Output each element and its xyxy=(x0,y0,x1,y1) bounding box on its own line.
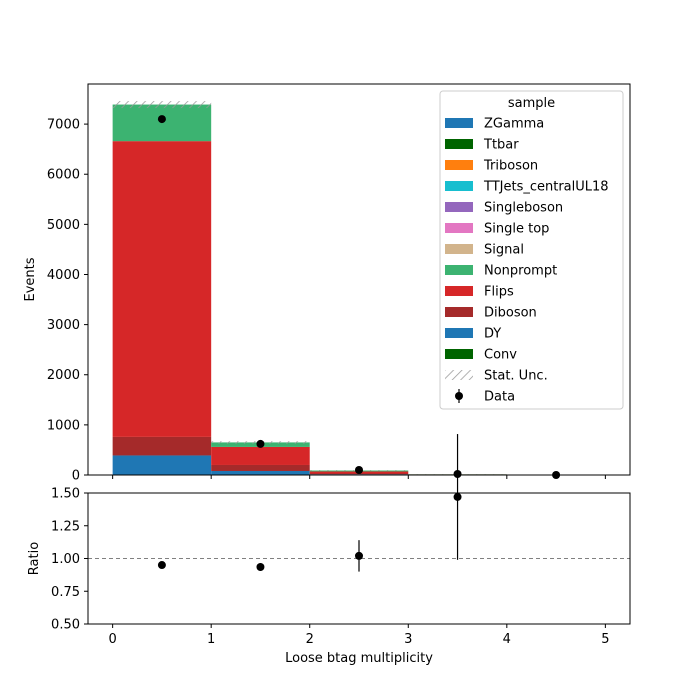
legend-swatch-nonprompt xyxy=(445,265,473,275)
ratio-y-tick-label-0.75: 0.75 xyxy=(51,585,80,600)
bar-diboson-bin-1 xyxy=(211,464,310,471)
legend-label-diboson: Diboson xyxy=(484,306,537,321)
main-y-tick-label-0: 0 xyxy=(72,469,80,484)
legend-label-flips: Flips xyxy=(484,285,514,300)
ratio-point-1 xyxy=(256,563,265,572)
bar-diboson-bin-0 xyxy=(112,436,212,456)
legend-swatch-singleboson xyxy=(445,202,473,212)
data-point-bin-2 xyxy=(355,465,363,474)
legend-swatch-signal xyxy=(445,244,473,254)
legend-label-data: Data xyxy=(484,390,515,405)
legend-swatch-diboson xyxy=(445,307,473,317)
legend-swatch-ttjets-centralul18 xyxy=(445,181,473,191)
main-axes-frame xyxy=(87,83,631,476)
ratio-point-2 xyxy=(355,551,363,560)
bar-dy-bin-0 xyxy=(112,455,212,475)
legend-swatch-flips xyxy=(445,286,473,296)
legend-box xyxy=(439,90,624,410)
legend-swatch-stat-unc- xyxy=(445,370,473,380)
legend-label-ttjets-centralul18: TTJets_centralUL18 xyxy=(483,180,609,195)
ratio-x-tick-label-3: 3 xyxy=(404,632,412,647)
legend-marker-data xyxy=(455,392,463,400)
main-y-tick-label-2000: 2000 xyxy=(47,368,80,383)
legend-label-triboson: Triboson xyxy=(483,159,538,174)
bar-flips-bin-0 xyxy=(112,141,212,437)
legend-swatch-dy xyxy=(445,328,473,338)
ratio-x-tick-label-0: 0 xyxy=(108,632,116,647)
main-histogram-panel: 0 1000 2000 3000 4000 5000 6000 7000 Events xyxy=(23,83,631,484)
ratio-y-tick-label-0.50: 0.50 xyxy=(51,618,80,633)
main-y-tick-label-7000: 7000 xyxy=(47,118,80,133)
legend-title: sample xyxy=(508,96,555,111)
legend-label-single-top: Single top xyxy=(484,222,549,237)
legend-label-nonprompt: Nonprompt xyxy=(484,264,557,279)
stat-unc-band-bin-0 xyxy=(112,101,212,109)
main-y-tick-label-4000: 4000 xyxy=(47,268,80,283)
legend-swatch-zgamma xyxy=(445,118,473,128)
legend-swatch-ttbar xyxy=(445,139,473,149)
data-point-bin-1 xyxy=(256,439,265,448)
legend: sample ZGamma Ttbar Triboson TTJets_centralU… xyxy=(439,90,624,410)
legend-swatch-triboson xyxy=(445,160,473,170)
main-y-axis-label: Events xyxy=(23,257,38,301)
bar-flips-bin-1 xyxy=(211,446,310,465)
legend-label-signal: Signal xyxy=(484,243,524,258)
ratio-y-tick-label-1.00: 1.00 xyxy=(51,552,80,567)
legend-label-singleboson: Singleboson xyxy=(484,201,563,216)
ratio-y-tick-label-1.50: 1.50 xyxy=(51,487,80,502)
legend-label-ttbar: Ttbar xyxy=(483,138,519,153)
main-y-tick-label-1000: 1000 xyxy=(47,418,80,433)
ratio-x-tick-label-5: 5 xyxy=(601,632,609,647)
legend-label-conv: Conv xyxy=(484,348,517,363)
bar-dy-bin-1 xyxy=(211,470,310,475)
legend-label-zgamma: ZGamma xyxy=(484,117,544,132)
ratio-x-tick-label-4: 4 xyxy=(503,632,511,647)
legend-swatch-conv xyxy=(445,349,473,359)
ratio-x-tick-label-2: 2 xyxy=(306,632,314,647)
ratio-point-0 xyxy=(157,561,166,570)
main-y-tick-label-3000: 3000 xyxy=(47,318,80,333)
main-y-tick-label-6000: 6000 xyxy=(47,168,80,183)
ratio-panel: 0.50 0.75 1.00 1.25 1.50 0 1 2 3 4 5 Ratio Loose bta… xyxy=(27,434,631,666)
ratio-x-tick-label-1: 1 xyxy=(207,632,215,647)
legend-label-dy: DY xyxy=(484,327,501,342)
ratio-y-axis-label: Ratio xyxy=(27,542,42,575)
legend-label-stat-unc-: Stat. Unc. xyxy=(484,369,548,384)
main-y-tick-label-5000: 5000 xyxy=(47,218,80,233)
ratio-y-tick-label-1.25: 1.25 xyxy=(51,519,80,534)
legend-swatch-single-top xyxy=(445,223,473,233)
data-point-bin-0 xyxy=(157,115,166,124)
x-axis-label: Loose btag multiplicity xyxy=(285,651,433,666)
ratio-point-3 xyxy=(453,492,462,501)
